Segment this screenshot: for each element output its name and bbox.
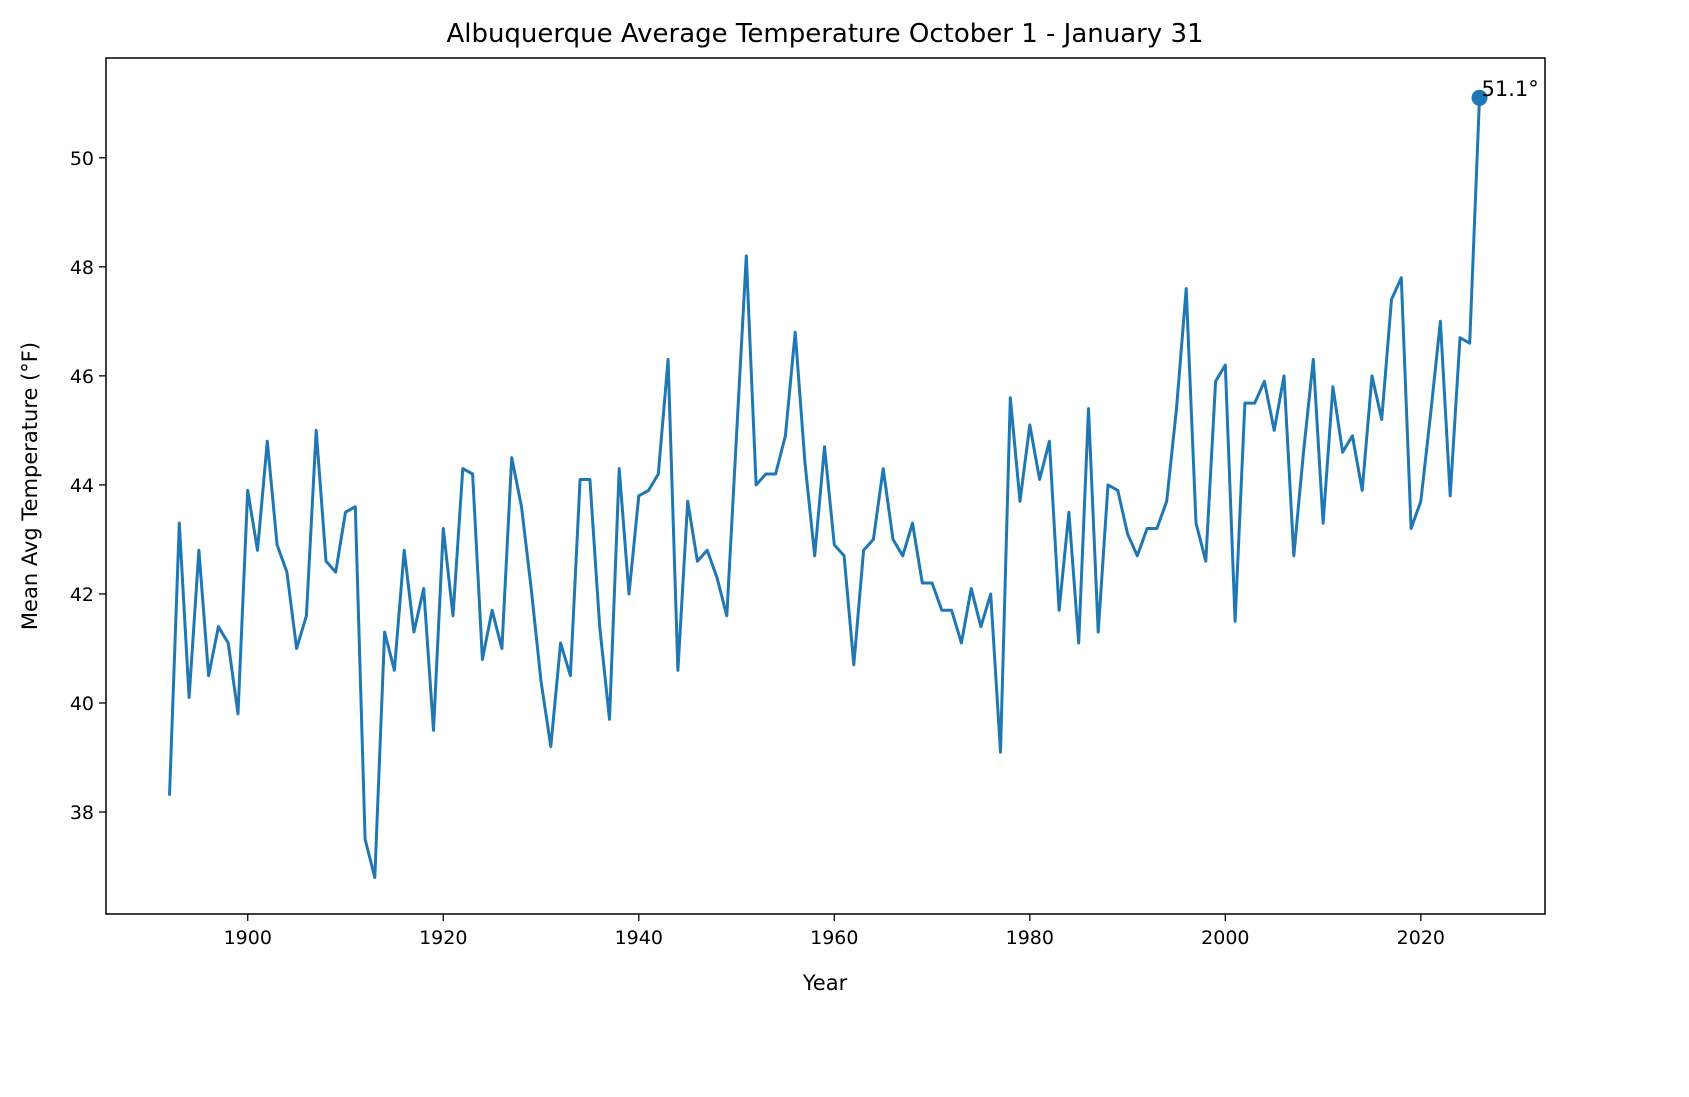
y-tick-label: 46	[70, 366, 94, 388]
x-tick-label: 2000	[1201, 927, 1249, 949]
x-axis-label: Year	[802, 971, 848, 995]
x-tick-label: 1940	[615, 927, 663, 949]
y-tick-label: 48	[70, 257, 94, 279]
x-tick-label: 1960	[810, 927, 858, 949]
latest-value-marker	[1471, 89, 1488, 106]
y-tick-label: 44	[70, 475, 94, 497]
plot-frame	[105, 57, 1546, 915]
y-tick-label: 42	[70, 584, 94, 606]
latest-value-label: 51.1°	[1482, 77, 1539, 101]
x-tick-label: 2020	[1397, 927, 1445, 949]
chart-title: Albuquerque Average Temperature October …	[446, 19, 1203, 49]
y-axis-label: Mean Avg Temperature (°F)	[18, 342, 42, 630]
temperature-series-line	[168, 97, 1481, 879]
x-tick-label: 1980	[1006, 927, 1054, 949]
y-tick-label: 38	[70, 802, 94, 824]
x-tick-label: 1900	[224, 927, 272, 949]
x-tick-label: 1920	[419, 927, 467, 949]
y-tick-label: 40	[70, 693, 94, 715]
y-tick-label: 50	[70, 148, 94, 170]
